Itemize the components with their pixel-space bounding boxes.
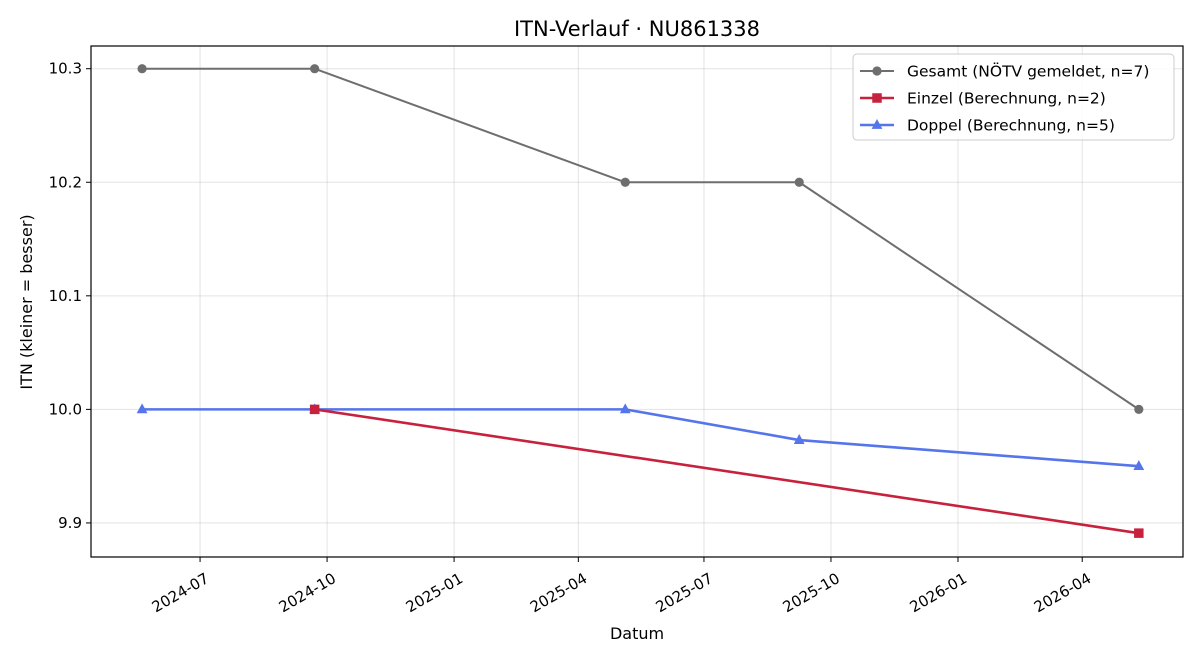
x-axis-label: Datum [610, 624, 664, 643]
y-axis-label: ITN (kleiner = besser) [17, 214, 36, 389]
series-layer [136, 64, 1145, 538]
x-tick-label: 2025-01 [403, 569, 466, 616]
y-tick-label: 10.2 [49, 173, 82, 191]
x-tick-label: 2025-07 [653, 569, 716, 616]
series-2 [309, 404, 1144, 538]
x-tick-label: 2026-01 [907, 569, 970, 616]
legend-item: Doppel (Berechnung, n=5) [860, 117, 1115, 135]
chart-title: ITN-Verlauf · NU861338 [514, 17, 760, 41]
data-point [1133, 460, 1145, 471]
series-line [314, 408, 1140, 535]
data-point [619, 403, 631, 414]
legend: Gesamt (NÖTV gemeldet, n=7) Einzel (Berec… [852, 53, 1175, 141]
x-tick-label: 2024-07 [149, 569, 212, 616]
legend-box [852, 53, 1175, 141]
legend-label: Gesamt (NÖTV gemeldet, n=7) [907, 62, 1149, 81]
data-point [309, 404, 320, 415]
y-axis: 9.9 10.0 10.1 10.2 10.3 [49, 60, 91, 532]
legend-item: Gesamt (NÖTV gemeldet, n=7) [860, 62, 1149, 81]
y-tick-label: 10.3 [49, 60, 82, 78]
data-point [620, 177, 630, 187]
x-tick-label: 2026-04 [1031, 569, 1094, 616]
x-tick-label: 2025-04 [527, 569, 590, 616]
legend-item: Einzel (Berechnung, n=2) [860, 90, 1106, 108]
y-tick-label: 9.9 [58, 514, 82, 532]
y-tick-label: 10.0 [49, 400, 82, 418]
data-point [1134, 528, 1144, 538]
x-tick-label: 2025-10 [780, 569, 843, 616]
series-1 [137, 64, 1144, 414]
data-point [1134, 404, 1144, 414]
x-axis: 2024-07 2024-10 2025-01 2025-04 2025-07 2025-… [149, 557, 1094, 616]
y-tick-label: 10.1 [49, 287, 82, 305]
series-3 [136, 403, 1145, 471]
data-point [137, 64, 147, 74]
legend-marker [871, 119, 883, 129]
legend-label: Einzel (Berechnung, n=2) [907, 90, 1106, 108]
legend-label: Doppel (Berechnung, n=5) [907, 117, 1115, 135]
data-point [310, 64, 320, 74]
legend-marker [872, 93, 882, 103]
data-point [794, 177, 804, 187]
plot-frame [90, 45, 1184, 558]
x-tick-label: 2024-10 [276, 569, 339, 616]
data-point [793, 434, 805, 444]
legend-marker [872, 66, 882, 76]
data-point [136, 403, 148, 414]
